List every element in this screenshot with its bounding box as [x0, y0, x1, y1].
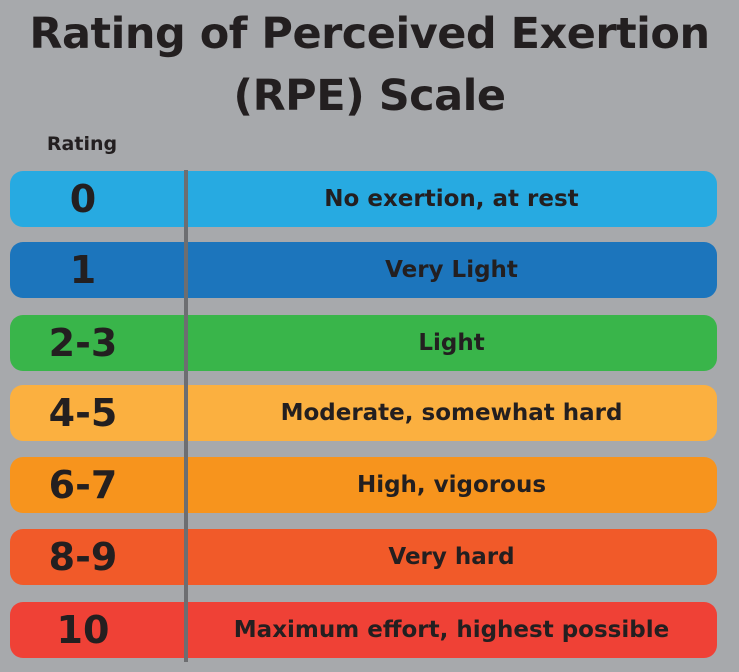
page-title-line-2: (RPE) Scale: [233, 71, 506, 121]
rpe-row-4-5: 4-5 Moderate, somewhat hard: [10, 385, 717, 441]
rpe-description: Moderate, somewhat hard: [280, 400, 623, 426]
rpe-row-2-3: 2-3 Light: [10, 315, 717, 371]
rpe-rating: 1: [69, 248, 97, 292]
column-divider: [184, 170, 188, 662]
rpe-description: Very Light: [385, 257, 518, 283]
rpe-row-8-9: 8-9 Very hard: [10, 529, 717, 585]
rpe-rating: 6-7: [48, 463, 118, 507]
rpe-row-0: 0 No exertion, at rest: [10, 171, 717, 227]
rpe-description: Light: [418, 330, 485, 356]
rpe-rating: 8-9: [48, 535, 118, 579]
rpe-description: Maximum effort, highest possible: [233, 617, 670, 643]
rating-column-label: Rating: [46, 133, 118, 155]
rpe-description: High, vigorous: [356, 472, 547, 498]
rpe-rating: 0: [69, 177, 97, 221]
rpe-description: Very hard: [388, 544, 515, 570]
rpe-rating: 4-5: [48, 391, 118, 435]
rpe-row-6-7: 6-7 High, vigorous: [10, 457, 717, 513]
rpe-rating: 2-3: [48, 321, 118, 365]
rpe-row-10: 10 Maximum effort, highest possible: [10, 602, 717, 658]
rpe-rating: 10: [56, 608, 110, 652]
rpe-description: No exertion, at rest: [324, 186, 579, 212]
page-title-line-1: Rating of Perceived Exertion: [29, 9, 710, 59]
rpe-row-1: 1 Very Light: [10, 242, 717, 298]
